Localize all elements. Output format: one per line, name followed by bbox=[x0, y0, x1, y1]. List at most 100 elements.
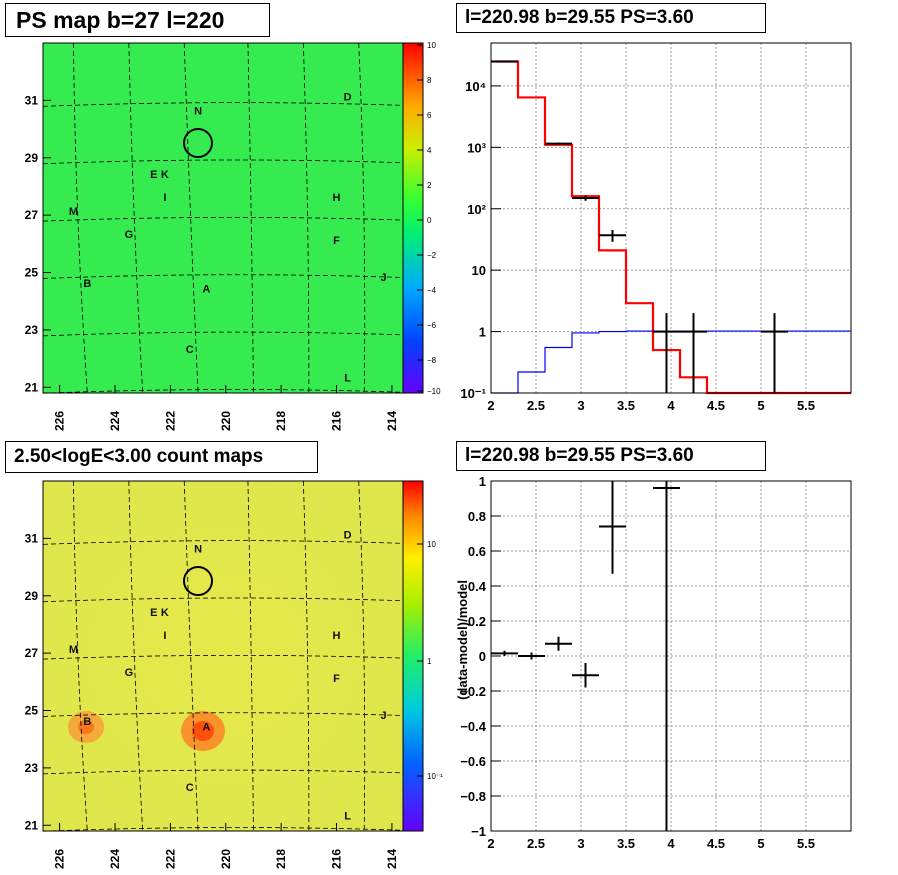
count-map-source-labels: N D E KI H M G F B A J C L bbox=[69, 529, 387, 822]
lon-tick-label: 216 bbox=[330, 411, 344, 431]
spectrum-panel: 2 2.5 3 3.5 4 4.5 5 5.5 10⁻¹ 1 10 10² 10³ 10⁴ bbox=[460, 42, 852, 413]
spectrum-grid bbox=[490, 43, 851, 394]
lon-tick-label: 224 bbox=[108, 849, 122, 869]
colorbar-tick-label: 0 bbox=[427, 216, 432, 225]
residual-x-tick-label: 2 bbox=[487, 836, 494, 851]
lat-tick-label: 25 bbox=[25, 266, 39, 280]
residual-series bbox=[491, 481, 680, 831]
residual-panel: 2 2.5 3 3.5 4 4.5 5 5.5 1 0.8 0.6 0.4 0.2 0 −0.2 −0.4 −0… bbox=[455, 474, 852, 851]
source-label-j: J bbox=[381, 710, 387, 722]
graticule-lat-line bbox=[42, 540, 404, 545]
residual-axes: 2 2.5 3 3.5 4 4.5 5 5.5 1 0.8 0.6 0.4 0.2 0 −0.2 −0.4 −0… bbox=[460, 474, 815, 851]
ps-colorbar-ticks: 10 8 6 4 2 0 −2 −4 −6 −8 −10 bbox=[417, 41, 441, 396]
count-map-selected-source-circle bbox=[183, 566, 213, 596]
residual-y-tick-label: −0.6 bbox=[460, 754, 486, 769]
residual-x-tick-label: 4 bbox=[667, 836, 675, 851]
spectrum-x-tick-label: 4.5 bbox=[707, 398, 725, 413]
residual-x-tick-label: 3.5 bbox=[617, 836, 635, 851]
spectrum-x-tick-label: 5 bbox=[757, 398, 764, 413]
residual-y-tick-label: −1 bbox=[471, 824, 486, 839]
graticule-lon-line bbox=[358, 480, 366, 832]
ps-map-lat-ticks: 31 29 27 25 23 21 bbox=[25, 93, 51, 394]
source-label-c: C bbox=[186, 344, 194, 356]
colorbar-tick-label: 8 bbox=[427, 76, 432, 85]
lon-tick-label: 218 bbox=[274, 411, 288, 431]
graticule-lat-line bbox=[42, 102, 404, 107]
source-label-e: E bbox=[150, 169, 157, 181]
residual-y-tick-label: 0.2 bbox=[468, 614, 486, 629]
residual-x-tick-label: 4.5 bbox=[707, 836, 725, 851]
residual-x-tick-label: 5 bbox=[757, 836, 764, 851]
count-map-area bbox=[43, 481, 403, 831]
ps-map-texture bbox=[43, 43, 403, 393]
colorbar-tick-label: 6 bbox=[427, 111, 432, 120]
graticule-lon-line bbox=[302, 480, 310, 832]
ps-map-source-labels: N D E KI H M G F B A J C L bbox=[69, 91, 387, 384]
ps-map-lon-ticks: 226 224 222 220 218 216 214 bbox=[53, 385, 399, 431]
source-label-a: A bbox=[202, 722, 210, 734]
graticule-lat-line bbox=[42, 654, 404, 660]
source-label-b: B bbox=[83, 278, 91, 290]
source-label-d: D bbox=[344, 91, 352, 103]
source-label-a: A bbox=[202, 284, 210, 296]
residual-title: l=220.98 b=29.55 PS=3.60 bbox=[456, 441, 766, 471]
graticule-lat-line bbox=[42, 159, 404, 165]
count-map-grid-lines bbox=[42, 480, 404, 832]
residual-y-tick-label: −0.2 bbox=[460, 684, 486, 699]
source-label-m: M bbox=[69, 206, 78, 218]
graticule-lon-line bbox=[128, 480, 144, 832]
spectrum-model-background-line bbox=[491, 330, 851, 394]
residual-y-tick-label: −0.4 bbox=[460, 719, 486, 734]
source-label-c: C bbox=[186, 782, 194, 794]
source-label-f: F bbox=[333, 235, 340, 247]
spectrum-x-tick-label: 2.5 bbox=[527, 398, 545, 413]
ps-map-colorbar bbox=[402, 42, 424, 394]
lat-tick-label: 25 bbox=[25, 704, 39, 718]
residual-y-tick-label: 0.8 bbox=[468, 509, 486, 524]
source-label-k: K bbox=[161, 169, 169, 181]
graticule-lat-line bbox=[42, 389, 404, 394]
spectrum-y-tick-label: 10 bbox=[472, 263, 486, 278]
source-label-j: J bbox=[381, 272, 387, 284]
ps-map-title: PS map b=27 l=220 bbox=[5, 3, 270, 37]
graticule-lat-line bbox=[42, 274, 404, 279]
lon-tick-label: 220 bbox=[219, 849, 233, 869]
colorbar-tick-label: −8 bbox=[427, 356, 437, 365]
residual-x-tick-label: 3 bbox=[577, 836, 584, 851]
residual-y-tick-label: 1 bbox=[479, 474, 486, 489]
source-label-e: E bbox=[150, 607, 157, 619]
residual-y-tick-label: 0.6 bbox=[468, 544, 486, 559]
lat-tick-label: 31 bbox=[25, 93, 39, 107]
lon-tick-label: 226 bbox=[53, 849, 67, 869]
colorbar-tick-label: 1 bbox=[427, 657, 432, 666]
source-label-k: K bbox=[161, 607, 169, 619]
source-label-n: N bbox=[194, 106, 202, 118]
count-map-title: 2.50<logE<3.00 count maps bbox=[5, 441, 318, 473]
spectrum-axes: 2 2.5 3 3.5 4 4.5 5 5.5 10⁻¹ 1 10 10² 10³ 10⁴ bbox=[460, 79, 815, 413]
residual-ylabel: (data-model)/model bbox=[455, 580, 470, 700]
lat-tick-label: 21 bbox=[25, 380, 39, 394]
lat-tick-label: 27 bbox=[25, 208, 39, 222]
spectrum-title: l=220.98 b=29.55 PS=3.60 bbox=[456, 3, 766, 33]
graticule-lat-line bbox=[42, 769, 404, 775]
colorbar-tick-label: 4 bbox=[427, 146, 432, 155]
source-label-g: G bbox=[125, 229, 134, 241]
graticule-lon-line bbox=[128, 42, 144, 394]
ps-map-selected-source-circle bbox=[183, 128, 213, 158]
spectrum-y-tick-label: 10² bbox=[467, 202, 486, 217]
spectrum-y-tick-label: 10⁻¹ bbox=[460, 386, 486, 401]
lat-tick-label: 29 bbox=[25, 151, 39, 165]
spectrum-model-total-line bbox=[491, 60, 851, 395]
lon-tick-label: 222 bbox=[163, 411, 177, 431]
residual-y-tick-label: 0 bbox=[479, 649, 486, 664]
spectrum-x-tick-label: 3 bbox=[577, 398, 584, 413]
colorbar-tick-label: −2 bbox=[427, 251, 437, 260]
source-label-m: M bbox=[69, 644, 78, 656]
source-label-f: F bbox=[333, 673, 340, 685]
count-map-lat-ticks: 31 29 27 25 23 21 bbox=[25, 531, 51, 832]
graticule-lon-line bbox=[73, 42, 88, 394]
lat-tick-label: 27 bbox=[25, 646, 39, 660]
count-map-panel: N D E KI H M G F B A J C L 226 224 222 220 218 216 214 31 2… bbox=[25, 480, 443, 869]
spectrum-x-tick-label: 3.5 bbox=[617, 398, 635, 413]
